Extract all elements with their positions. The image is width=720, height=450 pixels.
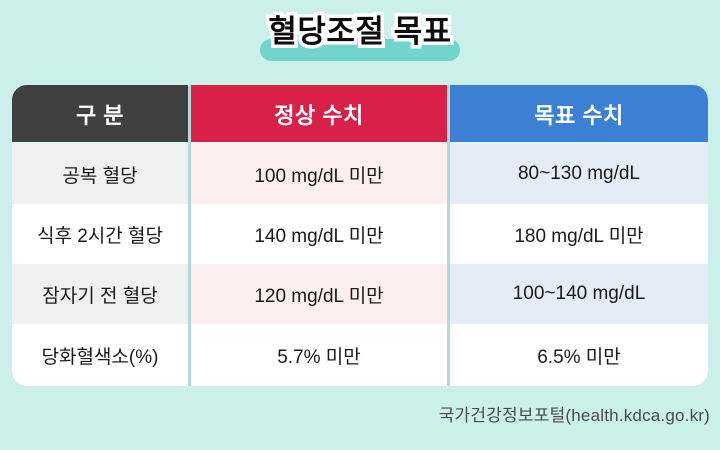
- page-title: 혈당조절 목표 혈당조절 목표: [0, 11, 720, 61]
- title-inner: 혈당조절 목표 혈당조절 목표: [259, 11, 460, 61]
- column-header-target-value: 목표 수치: [450, 85, 708, 144]
- column-header-category: 구 분: [12, 85, 188, 144]
- cell-normal-hba1c: 5.7% 미만: [191, 324, 447, 386]
- cell-target-hba1c: 6.5% 미만: [450, 324, 708, 386]
- blood-sugar-target-table: 구 분 정상 수치 목표 수치 공복 혈당 100 mg/dL 미만 80~13…: [12, 85, 708, 386]
- source-attribution: 국가건강정보포털(health.kdca.go.kr): [438, 406, 710, 425]
- page-title-outline: 혈당조절 목표: [265, 11, 455, 53]
- cell-category-hba1c: 당화혈색소(%): [12, 324, 188, 386]
- cell-normal-postmeal: 140 mg/dL 미만: [191, 204, 447, 264]
- cell-category-postmeal: 식후 2시간 혈당: [12, 204, 188, 264]
- cell-target-bedtime: 100~140 mg/dL: [450, 264, 708, 324]
- title-highlight-pill: [259, 39, 460, 61]
- cell-normal-bedtime: 120 mg/dL 미만: [191, 264, 447, 324]
- column-header-normal-value: 정상 수치: [191, 85, 447, 144]
- cell-target-postmeal: 180 mg/dL 미만: [450, 204, 708, 264]
- cell-target-fasting: 80~130 mg/dL: [450, 144, 708, 204]
- cell-category-bedtime: 잠자기 전 혈당: [12, 264, 188, 324]
- cell-category-fasting: 공복 혈당: [12, 144, 188, 204]
- page-title-text: 혈당조절 목표: [268, 14, 452, 49]
- cell-normal-fasting: 100 mg/dL 미만: [191, 144, 447, 204]
